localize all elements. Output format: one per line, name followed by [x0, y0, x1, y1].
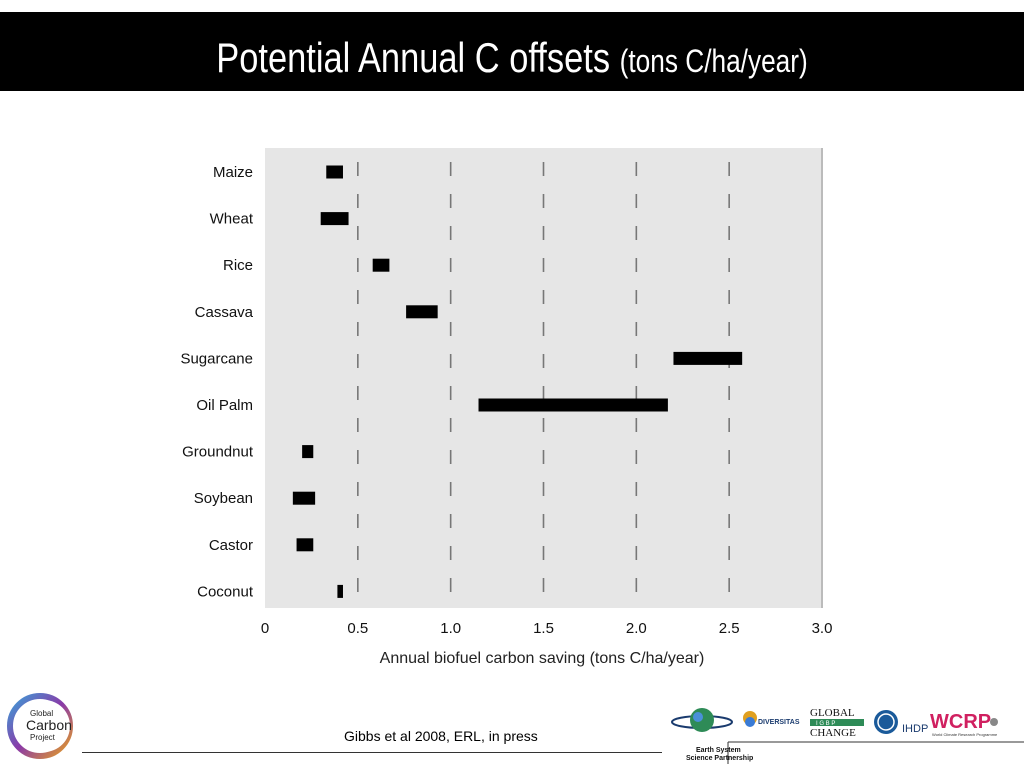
- x-tick-label: 1.0: [440, 620, 461, 637]
- bar-wheat: [320, 212, 349, 226]
- wcrp-logo: WCRP World Climate Research Programme: [930, 711, 998, 737]
- category-label: Castor: [209, 537, 253, 554]
- bar-oil-palm: [478, 398, 668, 412]
- slide-title: Potential Annual C offsets (tons C/ha/ye…: [92, 36, 932, 83]
- bar-rice: [372, 258, 390, 272]
- diversitas-logo: DIVERSITAS: [743, 711, 800, 727]
- x-axis-label: Annual biofuel carbon saving (tons C/ha/…: [380, 650, 705, 667]
- gcp-text-carbon: Carbon: [26, 717, 72, 733]
- global-carbon-project-logo: Global Carbon Project: [7, 693, 73, 759]
- category-label: Cassava: [195, 304, 254, 321]
- ihdp-logo: IHDP: [874, 710, 928, 735]
- partner-logos: Earth System Science Partnership DIVERSI…: [671, 707, 1024, 764]
- title-bar: Potential Annual C offsets (tons C/ha/ye…: [0, 12, 1024, 91]
- bar-castor: [296, 538, 314, 552]
- range-chart: Maize Wheat Rice Cassava Sugarcane Oil Palm Gr…: [180, 148, 833, 667]
- x-tick-label: 2.5: [719, 620, 740, 637]
- plot-background: [265, 148, 822, 608]
- gcp-text-global: Global: [30, 709, 53, 718]
- x-tick-label: 3.0: [812, 620, 833, 637]
- essp-text-2: Science Partnership: [686, 755, 753, 762]
- x-tick-labels: 0 0.5 1.0 1.5 2.0 2.5 3.0: [261, 620, 833, 637]
- category-label: Maize: [213, 164, 253, 181]
- x-tick-label: 2.0: [626, 620, 647, 637]
- bar-soybean: [292, 491, 316, 505]
- wcrp-text: WCRP: [930, 711, 991, 733]
- grid-lines: [357, 162, 730, 598]
- igbp-text: I G B P: [816, 721, 835, 727]
- title-main: Potential Annual C offsets: [216, 34, 611, 81]
- gcp-text-project: Project: [30, 733, 56, 742]
- category-label: Coconut: [197, 583, 254, 600]
- category-label: Soybean: [194, 490, 253, 507]
- title-unit: (tons C/ha/year): [619, 43, 808, 79]
- bar-coconut: [337, 584, 343, 598]
- category-label: Oil Palm: [196, 397, 253, 414]
- category-labels: Maize Wheat Rice Cassava Sugarcane Oil Palm Gr…: [180, 164, 253, 600]
- x-tick-label: 0: [261, 620, 269, 637]
- bar-maize: [326, 165, 343, 179]
- bar-cassava: [406, 305, 438, 319]
- wcrp-subtext: World Climate Research Programme: [932, 732, 998, 737]
- global-change-text-1: GLOBAL: [810, 707, 855, 719]
- bar-groundnut: [302, 445, 314, 459]
- diversitas-text: DIVERSITAS: [758, 719, 800, 726]
- footer-rule: [82, 752, 662, 753]
- bar-sugarcane: [673, 351, 743, 365]
- category-label: Sugarcane: [180, 350, 253, 367]
- x-tick-label: 1.5: [533, 620, 554, 637]
- essp-text-1: Earth System: [696, 747, 741, 754]
- category-label: Wheat: [210, 211, 254, 228]
- essp-logo: Earth System Science Partnership: [671, 708, 753, 762]
- ihdp-text: IHDP: [902, 723, 928, 735]
- global-change-igbp-logo: GLOBAL I G B P CHANGE: [810, 707, 864, 739]
- x-tick-label: 0.5: [347, 620, 368, 637]
- bars: [292, 165, 743, 598]
- citation: Gibbs et al 2008, ERL, in press: [344, 728, 538, 744]
- category-label: Rice: [223, 257, 253, 274]
- category-label: Groundnut: [182, 444, 254, 461]
- global-change-text-2: CHANGE: [810, 727, 856, 739]
